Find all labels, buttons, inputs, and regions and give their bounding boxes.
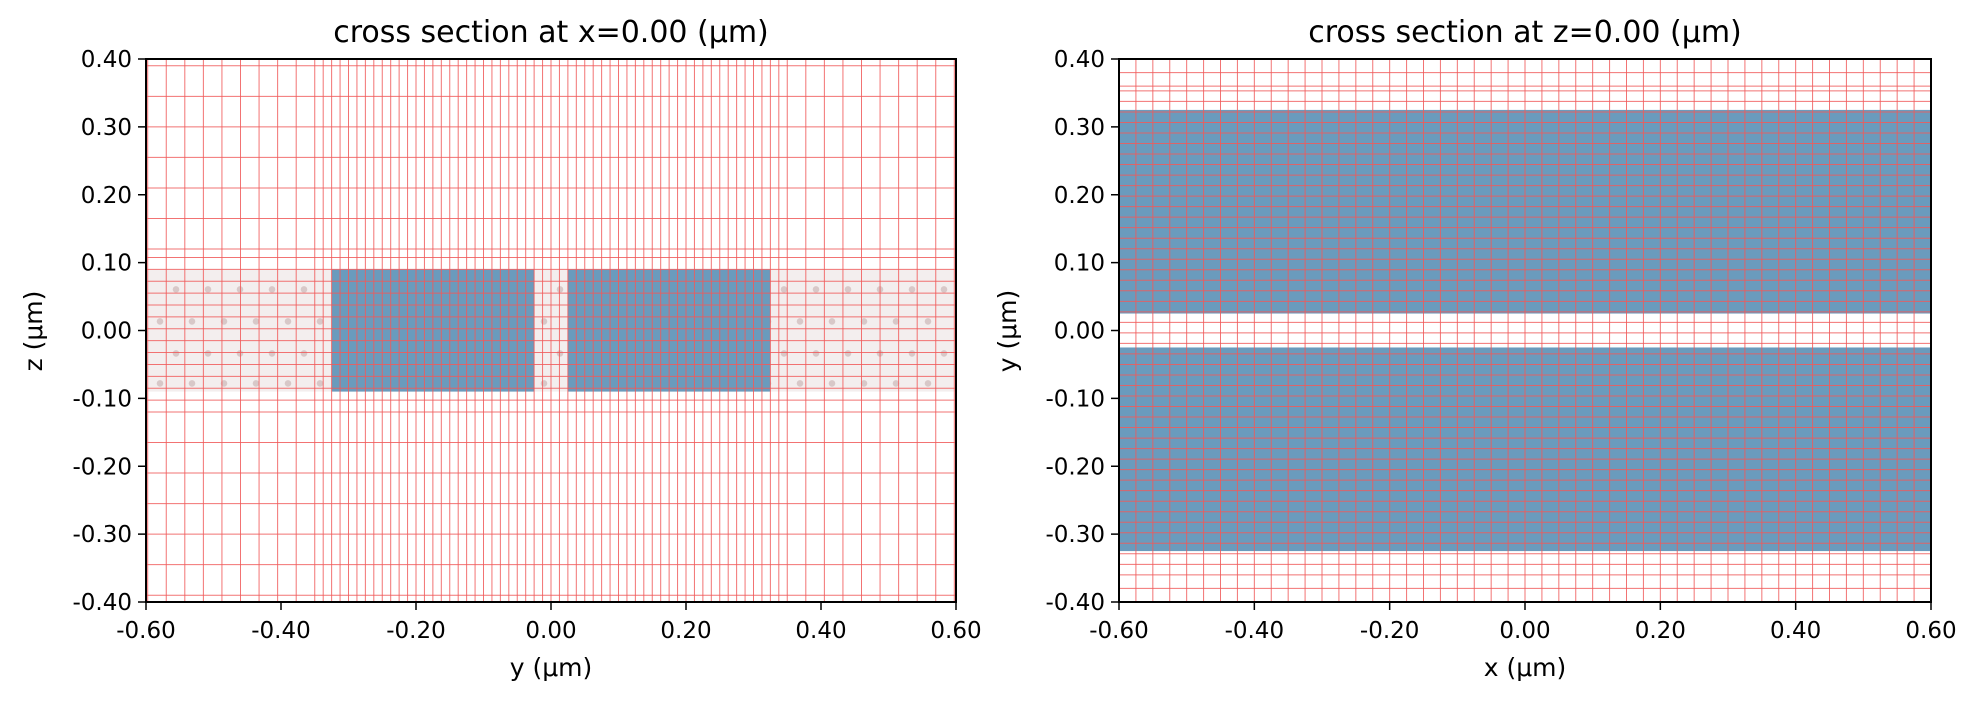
slab-dot (860, 318, 868, 325)
y-axis-label: y (μm) (993, 290, 1022, 373)
y-tick-label: 0.10 (81, 251, 132, 277)
slab-dot (268, 286, 276, 293)
panel-left: cross section at x=0.00 (μm) -0.60 -0.40-… (19, 15, 982, 682)
slab-dot (796, 318, 804, 325)
y-tick-label: 0.00 (81, 319, 132, 345)
slab-dot (268, 350, 276, 357)
slab-dot (252, 380, 260, 387)
x-axis-ticks: -0.60 -0.40 -0.20 0.00 0.20 0.40 0.60 (116, 602, 982, 644)
slab-dot (780, 286, 788, 293)
slab-dot (300, 286, 308, 293)
slab-dot (924, 380, 932, 387)
x-tick-label: -0.20 (386, 618, 446, 644)
y-tick-label: 0.20 (1054, 183, 1105, 209)
x-tick-label: 0.40 (1770, 618, 1821, 644)
x-tick-label: 0.20 (1635, 618, 1686, 644)
slab-dot (812, 286, 820, 293)
slab-dot (812, 350, 820, 357)
slab-dot (204, 286, 212, 293)
x-tick-label: -0.20 (1360, 618, 1420, 644)
x-tick-label: 0.60 (1905, 618, 1956, 644)
y-tick-label: 0.30 (1054, 115, 1105, 141)
chart-title: cross section at x=0.00 (μm) (333, 15, 769, 50)
slab-dot (172, 350, 180, 357)
slab-dot (828, 380, 836, 387)
slab-dot (284, 318, 292, 325)
y-tick-label: -0.30 (1045, 522, 1105, 548)
x-tick-label: -0.60 (116, 618, 176, 644)
slab-dot (540, 318, 548, 325)
y-tick-label: -0.20 (1045, 454, 1105, 480)
slab-dot (892, 380, 900, 387)
y-tick-label: 0.20 (81, 183, 132, 209)
y-tick-label: -0.40 (1045, 590, 1105, 616)
x-axis-label: x (μm) (1484, 653, 1567, 682)
y-tick-label: -0.40 (72, 590, 132, 616)
y-tick-label: -0.10 (72, 386, 132, 412)
y-tick-label: -0.20 (72, 454, 132, 480)
slab-dot (316, 380, 324, 387)
mesh-grid (1118, 58, 1932, 603)
plot-area (145, 58, 957, 603)
y-tick-label: -0.30 (72, 522, 132, 548)
slab-dot (540, 380, 548, 387)
panel-right: cross section at z=0.00 (μm) -0.60 -0.40-… (993, 15, 1957, 682)
x-tick-label: 0.40 (795, 618, 846, 644)
slab-dot (796, 380, 804, 387)
slab-dot (828, 318, 836, 325)
x-tick-label: 0.20 (660, 618, 711, 644)
y-axis-ticks: 0.40 0.30 0.20 0.10 0.00 -0.10 -0.20 -0.30 -0.40 (72, 47, 146, 616)
slab-dot (908, 350, 916, 357)
slab-dot (204, 350, 212, 357)
x-tick-label: 0.00 (1499, 618, 1550, 644)
y-axis-label: z (μm) (19, 291, 48, 372)
x-tick-label: 0.60 (930, 618, 981, 644)
y-tick-label: -0.10 (1045, 386, 1105, 412)
slab-dot (156, 380, 164, 387)
slab-dot (780, 350, 788, 357)
x-axis-label: y (μm) (510, 653, 593, 682)
slab-dot (188, 318, 196, 325)
slab-dot (172, 286, 180, 293)
slab-dot (860, 380, 868, 387)
slab-dot (844, 286, 852, 293)
slab-dot (556, 286, 564, 293)
slab-dot (924, 318, 932, 325)
slab-dot (252, 318, 260, 325)
slab-dot (892, 318, 900, 325)
plot-area (1118, 58, 1932, 603)
slab-dot (188, 380, 196, 387)
x-tick-label: -0.60 (1089, 618, 1149, 644)
y-tick-label: 0.40 (81, 47, 132, 73)
y-tick-label: 0.30 (81, 115, 132, 141)
slab-dot (300, 350, 308, 357)
chart-title: cross section at z=0.00 (μm) (1308, 15, 1742, 50)
slab-dot (908, 286, 916, 293)
slab-dot (156, 318, 164, 325)
y-tick-label: 0.40 (1054, 47, 1105, 73)
y-tick-label: 0.10 (1054, 251, 1105, 277)
slab-dot (940, 350, 948, 357)
slab-dot (284, 380, 292, 387)
x-tick-label: -0.40 (1225, 618, 1285, 644)
x-tick-label: -0.40 (251, 618, 311, 644)
x-tick-label: 0.00 (525, 618, 576, 644)
slab-dot (556, 350, 564, 357)
x-axis-ticks: -0.60 -0.40 -0.20 0.00 0.20 0.40 0.60 (1089, 602, 1957, 644)
y-tick-label: 0.00 (1054, 319, 1105, 345)
slab-dot (316, 318, 324, 325)
mesh-grid (146, 59, 956, 602)
slab-dot (940, 286, 948, 293)
slab-dot (844, 350, 852, 357)
y-axis-ticks: 0.40 0.30 0.20 0.10 0.00 -0.10 -0.20 -0.30 -0.40 (1045, 47, 1119, 616)
